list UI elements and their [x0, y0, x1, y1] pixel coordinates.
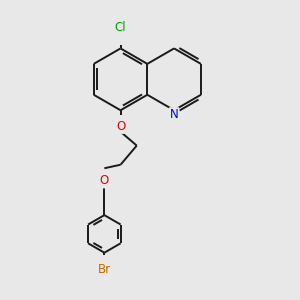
- Text: O: O: [100, 174, 109, 188]
- Text: N: N: [170, 108, 178, 121]
- Text: Cl: Cl: [115, 21, 126, 34]
- Text: O: O: [116, 120, 125, 133]
- Text: Br: Br: [98, 263, 111, 276]
